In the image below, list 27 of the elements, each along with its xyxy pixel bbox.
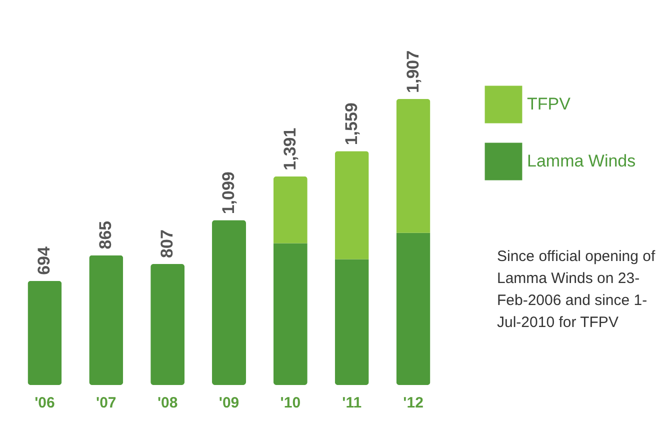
data-label: 865 (96, 220, 116, 250)
x-tick-label: '07 (96, 394, 116, 412)
bar (273, 243, 308, 385)
x-tick-label: '11 (342, 394, 362, 412)
bar (396, 98, 430, 233)
text: Since official opening of Lamma Winds on 23-Feb-2006 and since 1-Jul-2010 for TFPV (497, 247, 656, 333)
x-tick-label: '12 (403, 394, 424, 412)
bar (273, 176, 308, 244)
data-label: 1,099 (219, 172, 238, 214)
legend-label: TFPV (527, 94, 572, 114)
bar (28, 280, 62, 385)
x-tick-label: '10 (280, 394, 301, 412)
bar (150, 264, 185, 385)
total-label: 1,391 (280, 128, 300, 170)
total-label: 1,907 (403, 50, 422, 93)
bar (396, 232, 430, 385)
total-label: 1,559 (342, 102, 361, 146)
bar (89, 255, 124, 385)
x-tick-label: '09 (218, 394, 240, 412)
data-label: 807 (158, 230, 177, 258)
x-tick-label: '08 (157, 394, 178, 412)
data-label: 694 (34, 246, 54, 275)
legend-label: Lamma Winds (527, 152, 636, 170)
bar (212, 220, 246, 385)
x-tick-label: '06 (34, 394, 55, 412)
bar (334, 151, 369, 260)
bar (334, 259, 369, 385)
